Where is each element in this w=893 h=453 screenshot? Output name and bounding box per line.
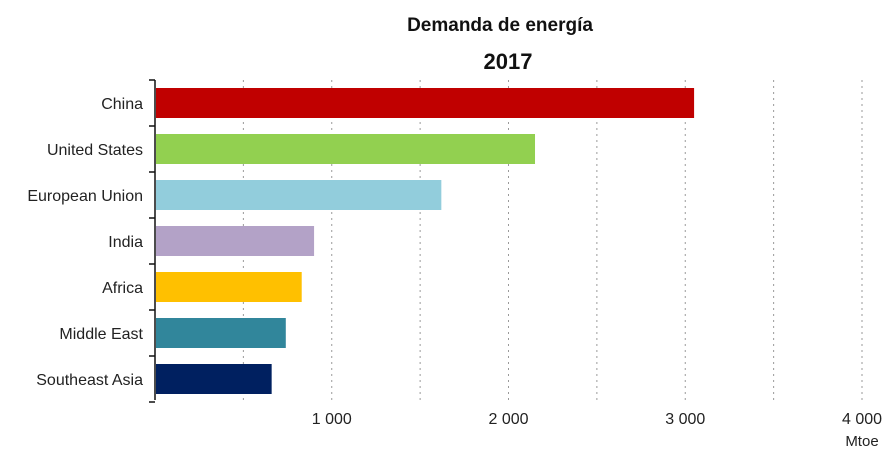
bar-africa: [156, 272, 302, 302]
category-label: United States: [47, 142, 143, 159]
x-tick-label: 2 000: [488, 411, 528, 428]
category-label: European Union: [27, 188, 143, 205]
bar-india: [156, 226, 315, 256]
x-tick-label: 1 000: [312, 411, 352, 428]
x-axis-tick-labels: 1 000 2 000 3 000 4 000: [312, 411, 882, 428]
x-tick-label: 4 000: [842, 411, 882, 428]
bar-southeast-asia: [156, 364, 272, 394]
bars: [156, 88, 695, 394]
category-label: Middle East: [59, 326, 143, 343]
bar-european-union: [156, 180, 442, 210]
bar-middle-east: [156, 318, 286, 348]
chart-title: Demanda de energía: [407, 15, 593, 36]
x-tick-label: 3 000: [665, 411, 705, 428]
bar-united-states: [156, 134, 536, 164]
category-label: China: [101, 96, 143, 113]
category-labels: China United States European Union India Afr…: [27, 96, 143, 389]
grid-lines: [242, 80, 863, 400]
chart-subtitle: 2017: [484, 49, 533, 74]
category-label: India: [108, 234, 143, 251]
category-label: Southeast Asia: [36, 372, 143, 389]
x-axis-unit-label: Mtoe: [845, 433, 878, 450]
category-label: Africa: [102, 280, 143, 297]
bar-china: [156, 88, 695, 118]
y-axis-ticks: [149, 79, 155, 403]
